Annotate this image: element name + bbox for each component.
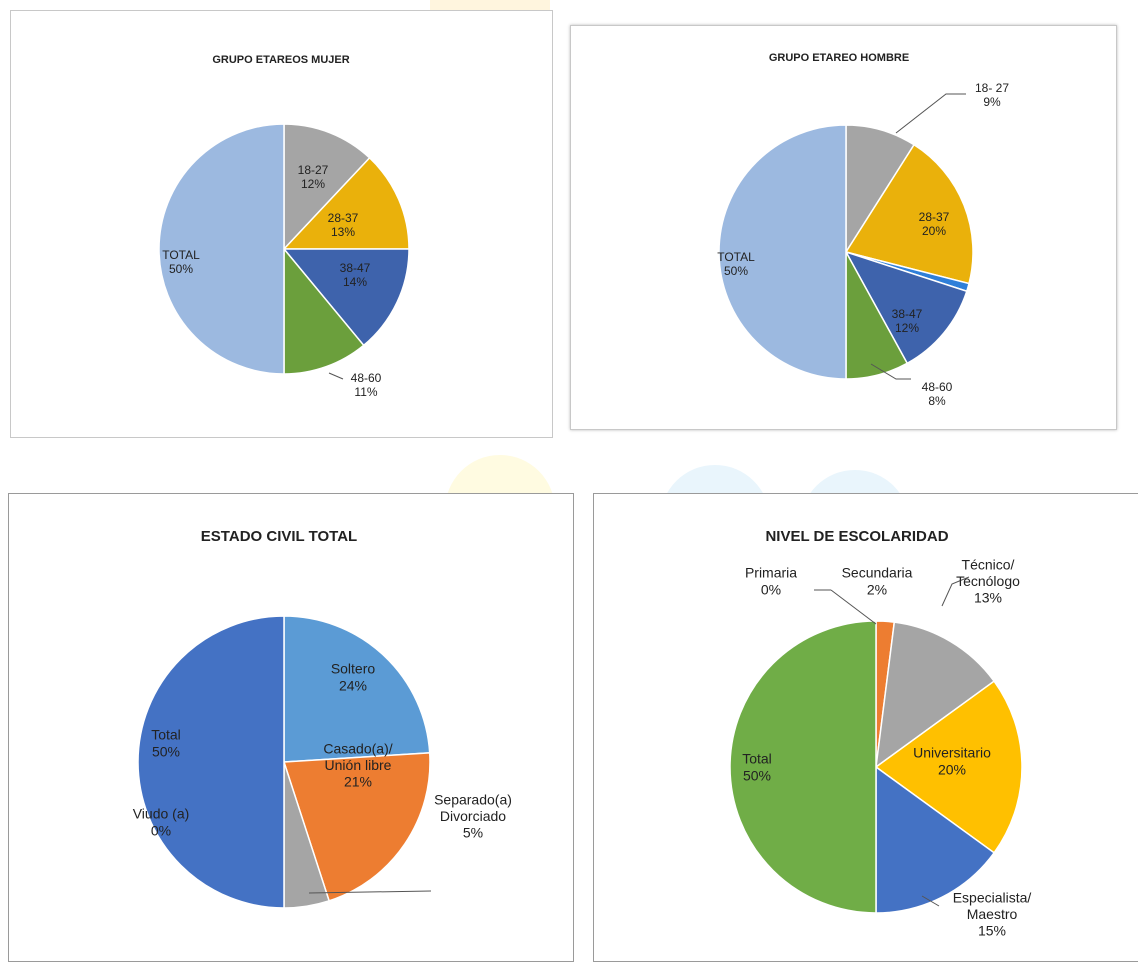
data-label-total: TOTAL 50%: [162, 248, 200, 276]
data-label-separado-a-divorciado: Separado(a) Divorciado 5%: [434, 791, 512, 840]
pie-slice-28-37: [844, 143, 974, 285]
data-label-soltero: Soltero 24%: [331, 661, 376, 694]
pie-slice-total: [158, 123, 285, 375]
data-label-48-60: 48-60 11%: [351, 371, 382, 399]
pie-slice-universitario: [874, 680, 1023, 854]
pie-slice-48-60: [283, 246, 365, 375]
data-label-total: Total 50%: [742, 751, 772, 784]
pie-slice-28-37: [282, 156, 410, 250]
pie-chart-hombre: GRUPO ETAREO HOMBRE 18- 27 9% 28-37 20% 38-47…: [717, 52, 1009, 408]
chart-title: ESTADO CIVIL TOTAL: [201, 528, 357, 545]
data-label-38-47: 38-47 14%: [340, 261, 371, 289]
leader-line: [921, 895, 940, 907]
data-label-38-47: 38-47 12%: [892, 307, 923, 335]
chart-panel-hombre: GRUPO ETAREO HOMBRE 18- 27 9% 28-37 20% 38-47…: [570, 25, 1117, 430]
pie-slice-18-27: [283, 123, 371, 251]
pie-slice-total: [729, 620, 877, 914]
chart-title: NIVEL DE ESCOLARIDAD: [765, 528, 948, 545]
pie-slice-38-47: [844, 250, 968, 365]
data-label-total: Total 50%: [151, 727, 181, 760]
data-label-viudo-a: Viudo (a) 0%: [133, 806, 190, 839]
pie-chart-estado-civil: ESTADO CIVIL TOTAL Soltero 24% Casado(a)/Un…: [133, 528, 512, 909]
data-label-primaria: Primaria 0%: [745, 565, 797, 598]
leader-line: [870, 363, 911, 380]
data-label-48-60: 48-60 8%: [922, 380, 953, 408]
pie-slice-38-47: [282, 248, 410, 347]
leader-line: [941, 576, 970, 607]
pie-chart-escolaridad: NIVEL DE ESCOLARIDAD Primaria 0% Secundaria…: [729, 528, 1032, 939]
chart-panel-estado-civil: ESTADO CIVIL TOTAL Soltero 24% Casado(a)/Un…: [8, 493, 574, 962]
pie-slice-soltero: [283, 615, 431, 763]
data-label-total: TOTAL 50%: [717, 250, 755, 278]
data-label-tecnico-tecnologo: Técnico/Tecnólogo 13%: [956, 556, 1020, 605]
leader-line: [895, 93, 966, 134]
data-label-especialista-maestro: Especialista/Maestro 15%: [953, 889, 1032, 938]
leader-line: [328, 372, 344, 380]
data-label-secundaria: Secundaria 2%: [842, 565, 913, 598]
pie-slice-total: [718, 124, 847, 380]
data-label-28-37: 28-37 13%: [328, 211, 359, 239]
pie-slice-tecnico-tecnologo: [875, 621, 996, 769]
leader-line: [830, 589, 877, 625]
pie-slice-total: [137, 615, 285, 909]
data-label-casado-a-union-libre: Casado(a)/Unión libre 21%: [323, 740, 392, 789]
pie-chart-mujer: GRUPO ETAREOS MUJER 18-27 12% 28-37 13% 38-47…: [158, 54, 410, 399]
pie-slice-casado-a-union-libre: [282, 752, 431, 902]
chart-title: GRUPO ETAREOS MUJER: [212, 54, 349, 66]
leader-line: [308, 890, 432, 894]
chart-title: GRUPO ETAREO HOMBRE: [769, 52, 909, 64]
data-label-18-27: 18-27 12%: [298, 163, 329, 191]
data-label-18-27: 18- 27 9%: [975, 81, 1009, 109]
data-label-28-37: 28-37 20%: [919, 210, 950, 238]
pie-slice-especialista-maestro: [875, 765, 996, 914]
chart-panel-escolaridad: NIVEL DE ESCOLARIDAD Primaria 0% Secundaria…: [593, 493, 1138, 962]
data-label-universitario: Universitario 20%: [913, 745, 991, 778]
chart-panel-mujer: GRUPO ETAREOS MUJER 18-27 12% 28-37 13% 38-47…: [10, 10, 553, 438]
